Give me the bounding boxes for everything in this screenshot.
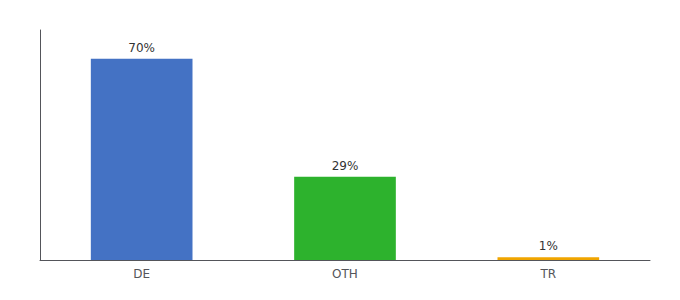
svg-text:1%: 1%: [539, 239, 558, 253]
svg-text:OTH: OTH: [332, 267, 358, 281]
svg-text:DE: DE: [133, 267, 150, 281]
svg-text:TR: TR: [539, 267, 556, 281]
svg-text:29%: 29%: [332, 159, 359, 173]
svg-text:70%: 70%: [128, 41, 155, 55]
